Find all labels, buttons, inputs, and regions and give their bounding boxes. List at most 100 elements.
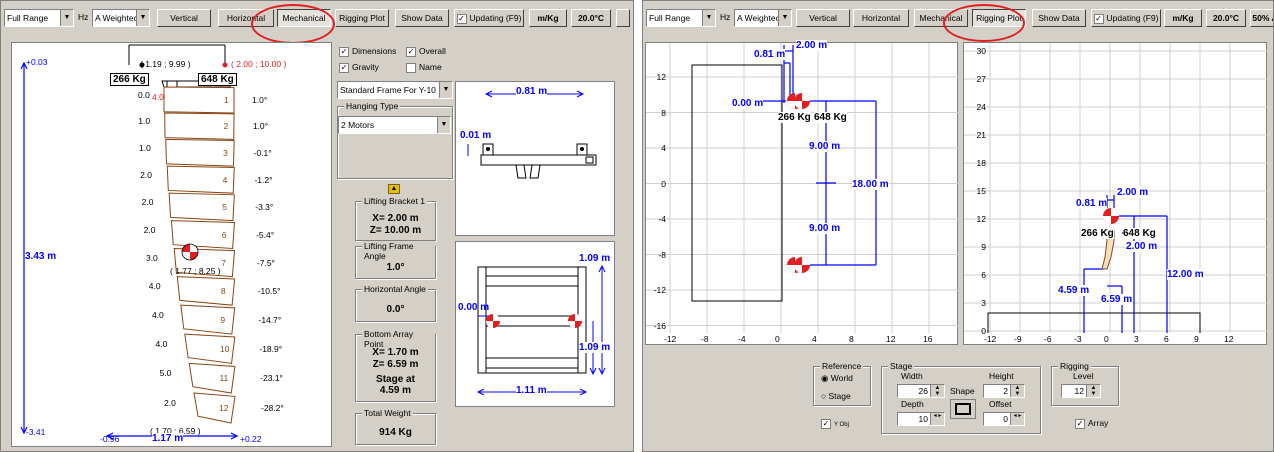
level-spinner[interactable]: 12 ▲ ▼: [1061, 384, 1101, 398]
units-box[interactable]: m/Kg: [529, 9, 567, 27]
flip-checkbox[interactable]: ✓ Y Obj: [821, 418, 849, 429]
show-data-button[interactable]: Show Data: [395, 9, 449, 27]
y-tick-label: 6: [981, 270, 986, 280]
range-select[interactable]: Full Range ▼: [4, 9, 74, 27]
dimensions-checkbox[interactable]: ✓ Dimensions: [339, 46, 396, 57]
cabinet-1[interactable]: [163, 86, 235, 114]
units-box[interactable]: m/Kg: [1164, 9, 1202, 27]
p2-left-weight: 266 Kg: [1081, 228, 1114, 239]
weighting-select[interactable]: A Weightec ▼: [92, 9, 150, 27]
cabinet-number: 4: [222, 174, 228, 185]
cabinet-2[interactable]: [164, 112, 235, 140]
cabinet-3[interactable]: [165, 138, 235, 167]
hanging-type-group: Hanging Type: [337, 101, 453, 179]
gravity-checkbox[interactable]: ✓ Gravity: [339, 62, 379, 73]
rigging-plot-tab[interactable]: Rigging Plot: [972, 9, 1026, 27]
range-select[interactable]: Full Range ▼: [646, 9, 716, 27]
checkbox-check-icon: ✓: [456, 13, 467, 24]
cabinet-number: 3: [223, 147, 228, 158]
vertical-tab[interactable]: Vertical: [157, 9, 211, 27]
depth-spinner[interactable]: 10 ◂ ▸: [897, 412, 945, 426]
lower-pickup-icon: [787, 257, 810, 273]
hanging-type-value: 2 Motors: [341, 120, 375, 130]
rigging-stage-plot: -12 -9 -6 -3 0 3 6 9 12 30 27 24 21 18 15 12 9 6 3 0 2.00 m…: [963, 42, 1268, 345]
cabinet-number: 6: [221, 229, 227, 240]
cabinet-number: 9: [220, 314, 226, 325]
y-tick-label: -4: [658, 214, 666, 224]
bottom-point-label: ( 1.70 ; 6.59 ): [150, 426, 201, 436]
warning-icon[interactable]: ▲: [388, 184, 400, 194]
world-radio[interactable]: ◉ World: [821, 373, 853, 384]
x-tick-label: 0: [775, 334, 780, 344]
updating-checkbox[interactable]: ✓ Updating (F9): [1091, 9, 1161, 27]
temperature-box[interactable]: 20.0°C: [1206, 9, 1246, 27]
mechanical-tab[interactable]: Mechanical: [914, 9, 968, 27]
cabinet-10[interactable]: [184, 333, 236, 364]
frame-height-dim-2: 1.09 m: [579, 342, 611, 353]
weighting-select[interactable]: A Weightec ▼: [734, 9, 792, 27]
height-value: 2: [1003, 386, 1008, 396]
cabinet-number: 11: [219, 373, 229, 384]
bottom-array-group: Bottom Array Point: [355, 329, 436, 402]
p2-dim-2-00-m: 2.00 m: [1117, 187, 1149, 198]
dropdown-arrow-icon: ▼: [439, 82, 452, 98]
horizontal-tab[interactable]: Horizontal: [218, 9, 274, 27]
p2-dim-2-00-m-b: 2.00 m: [1126, 241, 1158, 252]
spinner-arrows-icon[interactable]: ◂ ▸: [1010, 413, 1024, 425]
width-spinner[interactable]: 26 ▲ ▼: [897, 384, 945, 398]
rigging-plot-tab[interactable]: Rigging Plot: [335, 9, 389, 27]
total-weight-title: Total Weight: [362, 408, 413, 418]
checkbox-check-icon: ✓: [821, 418, 831, 429]
cabinet-11[interactable]: [188, 362, 236, 394]
rigging-group: Rigging: [1051, 361, 1119, 406]
stage-group-title: Stage: [888, 361, 915, 371]
offset-spinner[interactable]: 0 ◂ ▸: [983, 412, 1025, 426]
cabinet-angle: -1.2°: [254, 174, 273, 185]
spinner-arrows-icon[interactable]: ▲ ▼: [1010, 385, 1024, 397]
p2-dim-12-00-m: 12.00 m: [1167, 269, 1204, 280]
mechanical-tab[interactable]: Mechanical: [277, 9, 331, 27]
y-tick-label: 9: [981, 242, 986, 252]
cabinet-5[interactable]: [168, 192, 235, 222]
updating-checkbox[interactable]: ✓ Updating (F9): [454, 9, 524, 27]
y-tick-label: 27: [976, 74, 986, 84]
cabinet-angle: -7.5°: [256, 257, 275, 268]
cabinet-6[interactable]: [170, 220, 235, 249]
p2-dim-6-59-m: 6.59 m: [1101, 294, 1133, 305]
spinner-arrows-icon[interactable]: ◂ ▸: [930, 413, 944, 425]
array-checkbox[interactable]: ✓ Array: [1075, 418, 1108, 429]
total-weight-group: Total Weight: [355, 408, 436, 445]
lifting-bracket-title: Lifting Bracket 1: [362, 196, 427, 206]
cabinet-9[interactable]: [180, 304, 236, 335]
stage-radio[interactable]: ○ Stage: [821, 391, 851, 401]
vertical-tab[interactable]: Vertical: [796, 9, 850, 27]
temperature-box[interactable]: 20.0°C: [571, 9, 611, 27]
dim-2-00-m: 2.00 m: [796, 40, 828, 51]
show-data-button[interactable]: Show Data: [1032, 9, 1086, 27]
spinner-arrows-icon[interactable]: ▲ ▼: [930, 385, 944, 397]
spinner-arrows-icon[interactable]: ▲ ▼: [1086, 385, 1100, 397]
cabinet-number: 10: [219, 343, 230, 354]
cabinet-8[interactable]: [176, 276, 236, 306]
horizontal-tab[interactable]: Horizontal: [853, 9, 909, 27]
dim-0-81-m: 0.81 m: [754, 49, 786, 60]
cabinet-angle: -3.3°: [255, 201, 274, 212]
cabinet-12[interactable]: [193, 392, 236, 424]
cabinet-angle: 1.0°: [252, 95, 268, 105]
checkbox-check-icon: ✓: [339, 46, 349, 57]
cabinet-4[interactable]: [166, 165, 235, 194]
dropdown-arrow-icon: ▼: [778, 10, 791, 26]
horizontal-angle-value: 0.0°: [386, 304, 405, 315]
frame-width-dim: 1.11 m: [516, 385, 547, 396]
name-checkbox[interactable]: Name: [406, 62, 442, 73]
cabinet-offset: 4.0: [155, 338, 168, 349]
humidity-box[interactable]: 50% A: [1250, 9, 1273, 27]
height-spinner[interactable]: 2 ▲ ▼: [983, 384, 1025, 398]
hanging-type-select[interactable]: 2 Motors ▼: [338, 116, 451, 134]
right-pickup-icon: [568, 314, 582, 328]
cabinet-offset: 1.0: [139, 142, 151, 153]
y-tick-label: 12: [656, 72, 666, 82]
frame-select[interactable]: Standard Frame For Y-10 ▼: [337, 81, 453, 99]
shape-button[interactable]: [950, 399, 976, 419]
overall-checkbox[interactable]: ✓ Overall: [406, 46, 446, 57]
